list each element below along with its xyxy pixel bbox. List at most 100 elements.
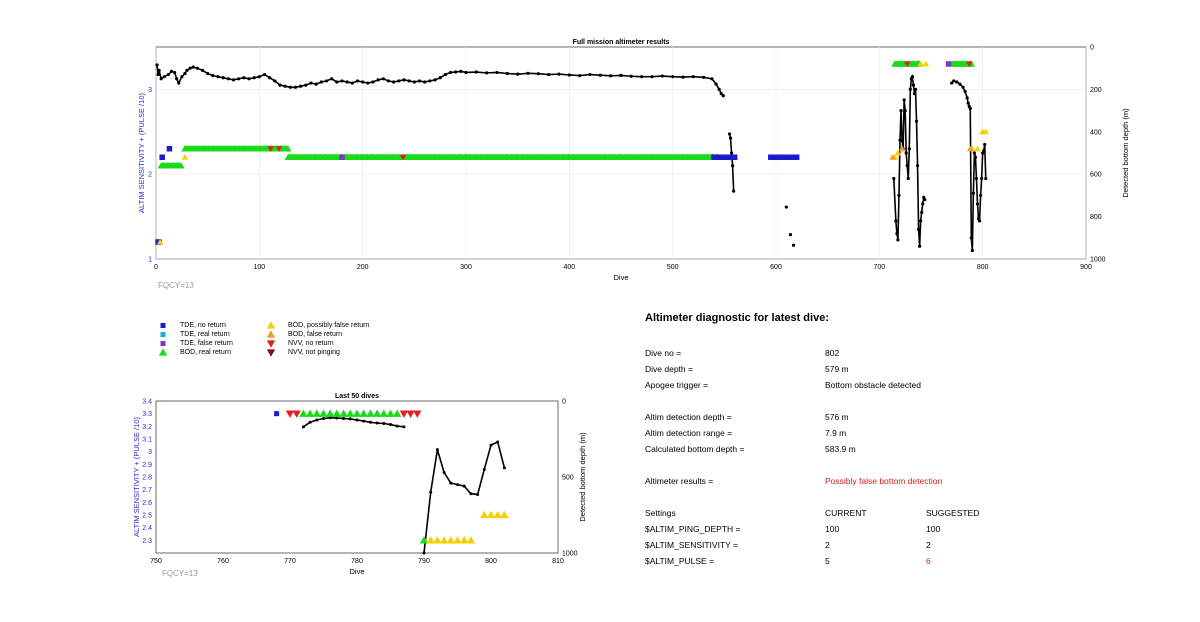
setting-name: $ALTIM_PULSE = <box>645 556 715 566</box>
depth-point <box>784 205 788 209</box>
depth-point <box>660 74 664 78</box>
depth-point <box>650 75 654 79</box>
depth-point <box>226 77 230 81</box>
setting-current: 2 <box>825 540 830 550</box>
depth-point <box>714 82 718 86</box>
depth-point <box>402 78 406 82</box>
depth-point <box>903 109 907 113</box>
altim-range-label: Altim detection range = <box>645 428 733 438</box>
tde-marker <box>778 154 784 160</box>
setting-current: 5 <box>825 556 830 566</box>
main-ticks: 0 100 200 300 400 500 600 700 800 900 1 2 3 0 200 400 60… <box>148 45 1106 272</box>
legend-item: NVV, no return <box>266 339 334 348</box>
depth-point <box>721 94 725 98</box>
nvv_noreturn-marker <box>965 61 973 68</box>
depth-point <box>914 119 919 123</box>
depth-point <box>578 74 582 78</box>
depth-point <box>526 71 530 75</box>
depth-point <box>640 75 644 79</box>
bod-real-marker <box>177 162 185 169</box>
main-x-tick-label: 0 <box>154 264 158 271</box>
altim-depth-label: Altim detection depth = <box>645 412 732 422</box>
tde-marker <box>788 154 795 160</box>
tde-marker <box>731 154 738 160</box>
depth-point <box>984 176 988 181</box>
main-y-right-tick-label: 200 <box>1090 87 1102 94</box>
diagnostic-title: Altimeter diagnostic for latest dive: <box>645 312 829 324</box>
depth-point <box>791 243 796 247</box>
dive-no-label: Dive no = <box>645 348 682 358</box>
calc-depth-value: 583.9 m <box>825 444 856 454</box>
tde_false-marker <box>945 61 952 67</box>
depth-point <box>433 78 437 82</box>
main-chart-title: Full mission altimeter results <box>573 39 670 46</box>
legend-item: NVV, not pinging <box>266 348 340 357</box>
legend-marker-icon <box>160 341 166 346</box>
depth-point <box>894 219 898 223</box>
legend-marker <box>158 348 168 356</box>
depth-point <box>899 109 903 113</box>
main-x-tick-label: 400 <box>563 264 575 271</box>
depth-point <box>216 75 220 79</box>
depth-point <box>950 81 954 85</box>
depth-point <box>905 164 909 168</box>
depth-point <box>915 164 920 168</box>
depth-point <box>495 70 499 75</box>
depth-point <box>293 85 298 89</box>
legend-item: TDE, no return <box>158 321 226 330</box>
depth-point <box>983 142 987 147</box>
depth-point <box>719 92 723 96</box>
depth-point <box>268 76 272 80</box>
depth-point <box>438 76 442 80</box>
legend-label: NVV, not pinging <box>288 349 340 356</box>
depth-point <box>919 219 923 223</box>
setting-suggested: 100 <box>926 524 941 534</box>
depth-point <box>973 155 978 159</box>
depth-point <box>330 77 334 81</box>
depth-point <box>588 72 592 77</box>
depth-point <box>970 248 974 253</box>
legend-marker <box>266 330 276 338</box>
depth-point <box>966 101 970 105</box>
depth-point <box>952 79 956 83</box>
depth-point <box>974 176 979 181</box>
legend-item: BOD, possibly false return <box>266 321 369 330</box>
depth-point <box>221 76 225 80</box>
depth-point <box>361 80 365 84</box>
depth-point <box>979 193 983 197</box>
depth-point <box>162 75 166 79</box>
depth-point <box>912 92 917 96</box>
depth-point <box>156 72 160 77</box>
depth-point <box>968 106 972 111</box>
depth-point <box>386 79 391 83</box>
depth-point <box>727 132 732 136</box>
depth-point <box>710 77 714 81</box>
depth-point <box>376 78 380 82</box>
depth-point <box>955 80 959 84</box>
legend-marker <box>160 332 166 337</box>
nvv_noreturn-marker <box>903 61 911 68</box>
depth-point <box>173 70 177 75</box>
depth-point <box>609 74 613 78</box>
main-x-tick-label: 800 <box>977 264 989 271</box>
depth-point <box>691 75 695 79</box>
altim-depth-value: 576 m <box>825 412 849 422</box>
legend-marker-icon <box>160 332 166 337</box>
depth-point <box>897 193 901 197</box>
suggested-header: SUGGESTED <box>926 508 980 518</box>
depth-point <box>366 81 370 85</box>
depth-point <box>788 233 793 237</box>
depth-point <box>407 79 411 83</box>
depth-point <box>911 83 916 87</box>
depth-point <box>892 176 896 181</box>
legend-item: BOD, real return <box>158 348 231 357</box>
depth-point <box>547 72 551 77</box>
main-y-left-tick-label: 3 <box>148 87 152 94</box>
depth-point <box>485 71 489 75</box>
depth-point <box>262 72 267 77</box>
main-y-right-tick-label: 800 <box>1090 214 1102 221</box>
depth-point <box>428 79 432 83</box>
main-y-right-tick-label: 600 <box>1090 172 1102 179</box>
depth-point <box>340 79 344 83</box>
depth-point <box>211 74 215 78</box>
